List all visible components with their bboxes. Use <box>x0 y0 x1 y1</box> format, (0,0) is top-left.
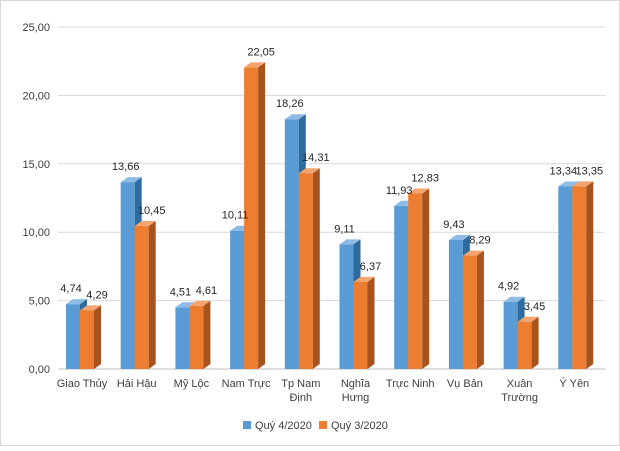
bar-q4 <box>558 186 573 369</box>
bar-top <box>462 250 484 256</box>
data-label: 10,11 <box>222 210 249 222</box>
x-tick-label: Tp Nam <box>281 378 320 390</box>
bar-side <box>312 168 320 369</box>
bar-q3 <box>408 193 423 369</box>
data-label: 13,66 <box>112 161 140 173</box>
x-tick-label: Giao Thủy <box>57 378 108 390</box>
bar-q3 <box>462 255 477 369</box>
bar-q4 <box>394 205 409 369</box>
data-label: 6,37 <box>360 261 381 273</box>
x-tick-label: Định <box>289 392 312 404</box>
legend-label: Quý 3/2020 <box>331 420 388 432</box>
bar-q3 <box>244 67 259 369</box>
bar-q3 <box>80 310 94 369</box>
legend-swatch <box>319 421 327 429</box>
bar-side <box>531 316 539 369</box>
data-label: 4,61 <box>196 285 217 297</box>
legend: Quý 4/2020 Quý 3/2020 <box>243 420 388 432</box>
data-label: 13,35 <box>576 165 604 177</box>
data-label: 13,34 <box>550 166 578 178</box>
x-axis: Giao Thủy Hải Hậu Mỹ Lộc Nam Trực Tp Nam Định… <box>57 377 589 404</box>
data-label: 3,45 <box>524 301 545 313</box>
bar-top <box>284 114 306 120</box>
bar-q3 <box>572 186 587 369</box>
data-labels: 4,74 4,29 13,66 10,45 4,51 4,61 10,11 22,05 18,2… <box>60 46 603 312</box>
x-tick-label: Hưng <box>342 392 370 404</box>
y-tick-label: 25,00 <box>22 22 50 34</box>
bar-top <box>244 62 266 68</box>
legend-label: Quý 4/2020 <box>255 420 312 432</box>
bar-q4 <box>284 119 299 369</box>
x-tick-label: Nam Trực <box>222 378 271 390</box>
bar-side <box>367 276 375 369</box>
bar-side <box>148 221 156 369</box>
legend-swatch <box>243 421 251 429</box>
bar-q3 <box>189 305 204 369</box>
data-label: 4,51 <box>170 286 191 298</box>
data-label: 4,92 <box>498 281 519 293</box>
data-label: 18,26 <box>276 98 304 110</box>
y-tick-label: 5,00 <box>29 296 50 308</box>
data-label: 14,31 <box>302 152 330 164</box>
bar-q4 <box>120 182 135 369</box>
bar-top <box>120 177 142 183</box>
bar-side <box>258 62 266 370</box>
x-tick-label: Trực Ninh <box>386 378 435 390</box>
bar-q4 <box>175 307 190 369</box>
bar-q4 <box>503 301 518 369</box>
data-label: 10,45 <box>138 205 166 217</box>
y-tick-label: 10,00 <box>22 227 50 239</box>
x-tick-label: Trường <box>501 392 538 404</box>
bar-q3 <box>353 281 368 369</box>
data-label: 22,05 <box>247 46 275 58</box>
bar-top <box>503 296 525 302</box>
bar-side <box>476 250 484 369</box>
data-label: 9,11 <box>334 223 355 235</box>
bar-q4 <box>339 244 354 369</box>
bar-top <box>80 305 101 311</box>
bar-side <box>422 188 430 369</box>
x-tick-label: Vụ Bản <box>447 378 483 390</box>
bar-top <box>408 188 430 194</box>
data-label: 12,83 <box>411 172 439 184</box>
bar-q3 <box>517 321 532 369</box>
bar-side <box>94 305 101 369</box>
bars <box>66 62 594 370</box>
x-tick-label: Ý Yên <box>559 377 589 390</box>
data-label: 11,93 <box>386 185 413 197</box>
y-tick-label: 15,00 <box>22 159 50 171</box>
data-label: 8,29 <box>469 235 490 247</box>
x-tick-label: Mỹ Lộc <box>174 378 210 390</box>
bar-top <box>517 316 539 322</box>
bar-top <box>189 300 211 306</box>
bar-q4 <box>66 304 80 369</box>
y-axis: 0,00 5,00 10,00 15,00 20,00 25,00 <box>22 22 50 376</box>
x-tick-label: Nghĩa <box>341 378 371 390</box>
bar-q4 <box>448 239 463 369</box>
bar-top <box>572 181 594 187</box>
bar-top <box>134 221 156 227</box>
bar-side <box>586 181 594 369</box>
x-tick-label: Hải Hậu <box>117 378 157 390</box>
y-tick-label: 20,00 <box>22 90 50 102</box>
y-tick-label: 0,00 <box>29 364 50 376</box>
bar-top <box>66 299 87 305</box>
data-label: 4,74 <box>60 283 81 295</box>
bar-q3 <box>134 226 149 369</box>
bar-q4 <box>230 230 245 369</box>
x-tick-label: Xuân <box>507 378 533 390</box>
bar-top <box>339 239 361 245</box>
bar-side <box>203 300 211 369</box>
bar-q3 <box>298 173 313 369</box>
data-label: 9,43 <box>443 219 464 231</box>
bar-top <box>353 276 375 282</box>
bar-top <box>448 234 470 240</box>
data-label: 4,29 <box>86 289 107 301</box>
bar-top <box>298 168 320 174</box>
